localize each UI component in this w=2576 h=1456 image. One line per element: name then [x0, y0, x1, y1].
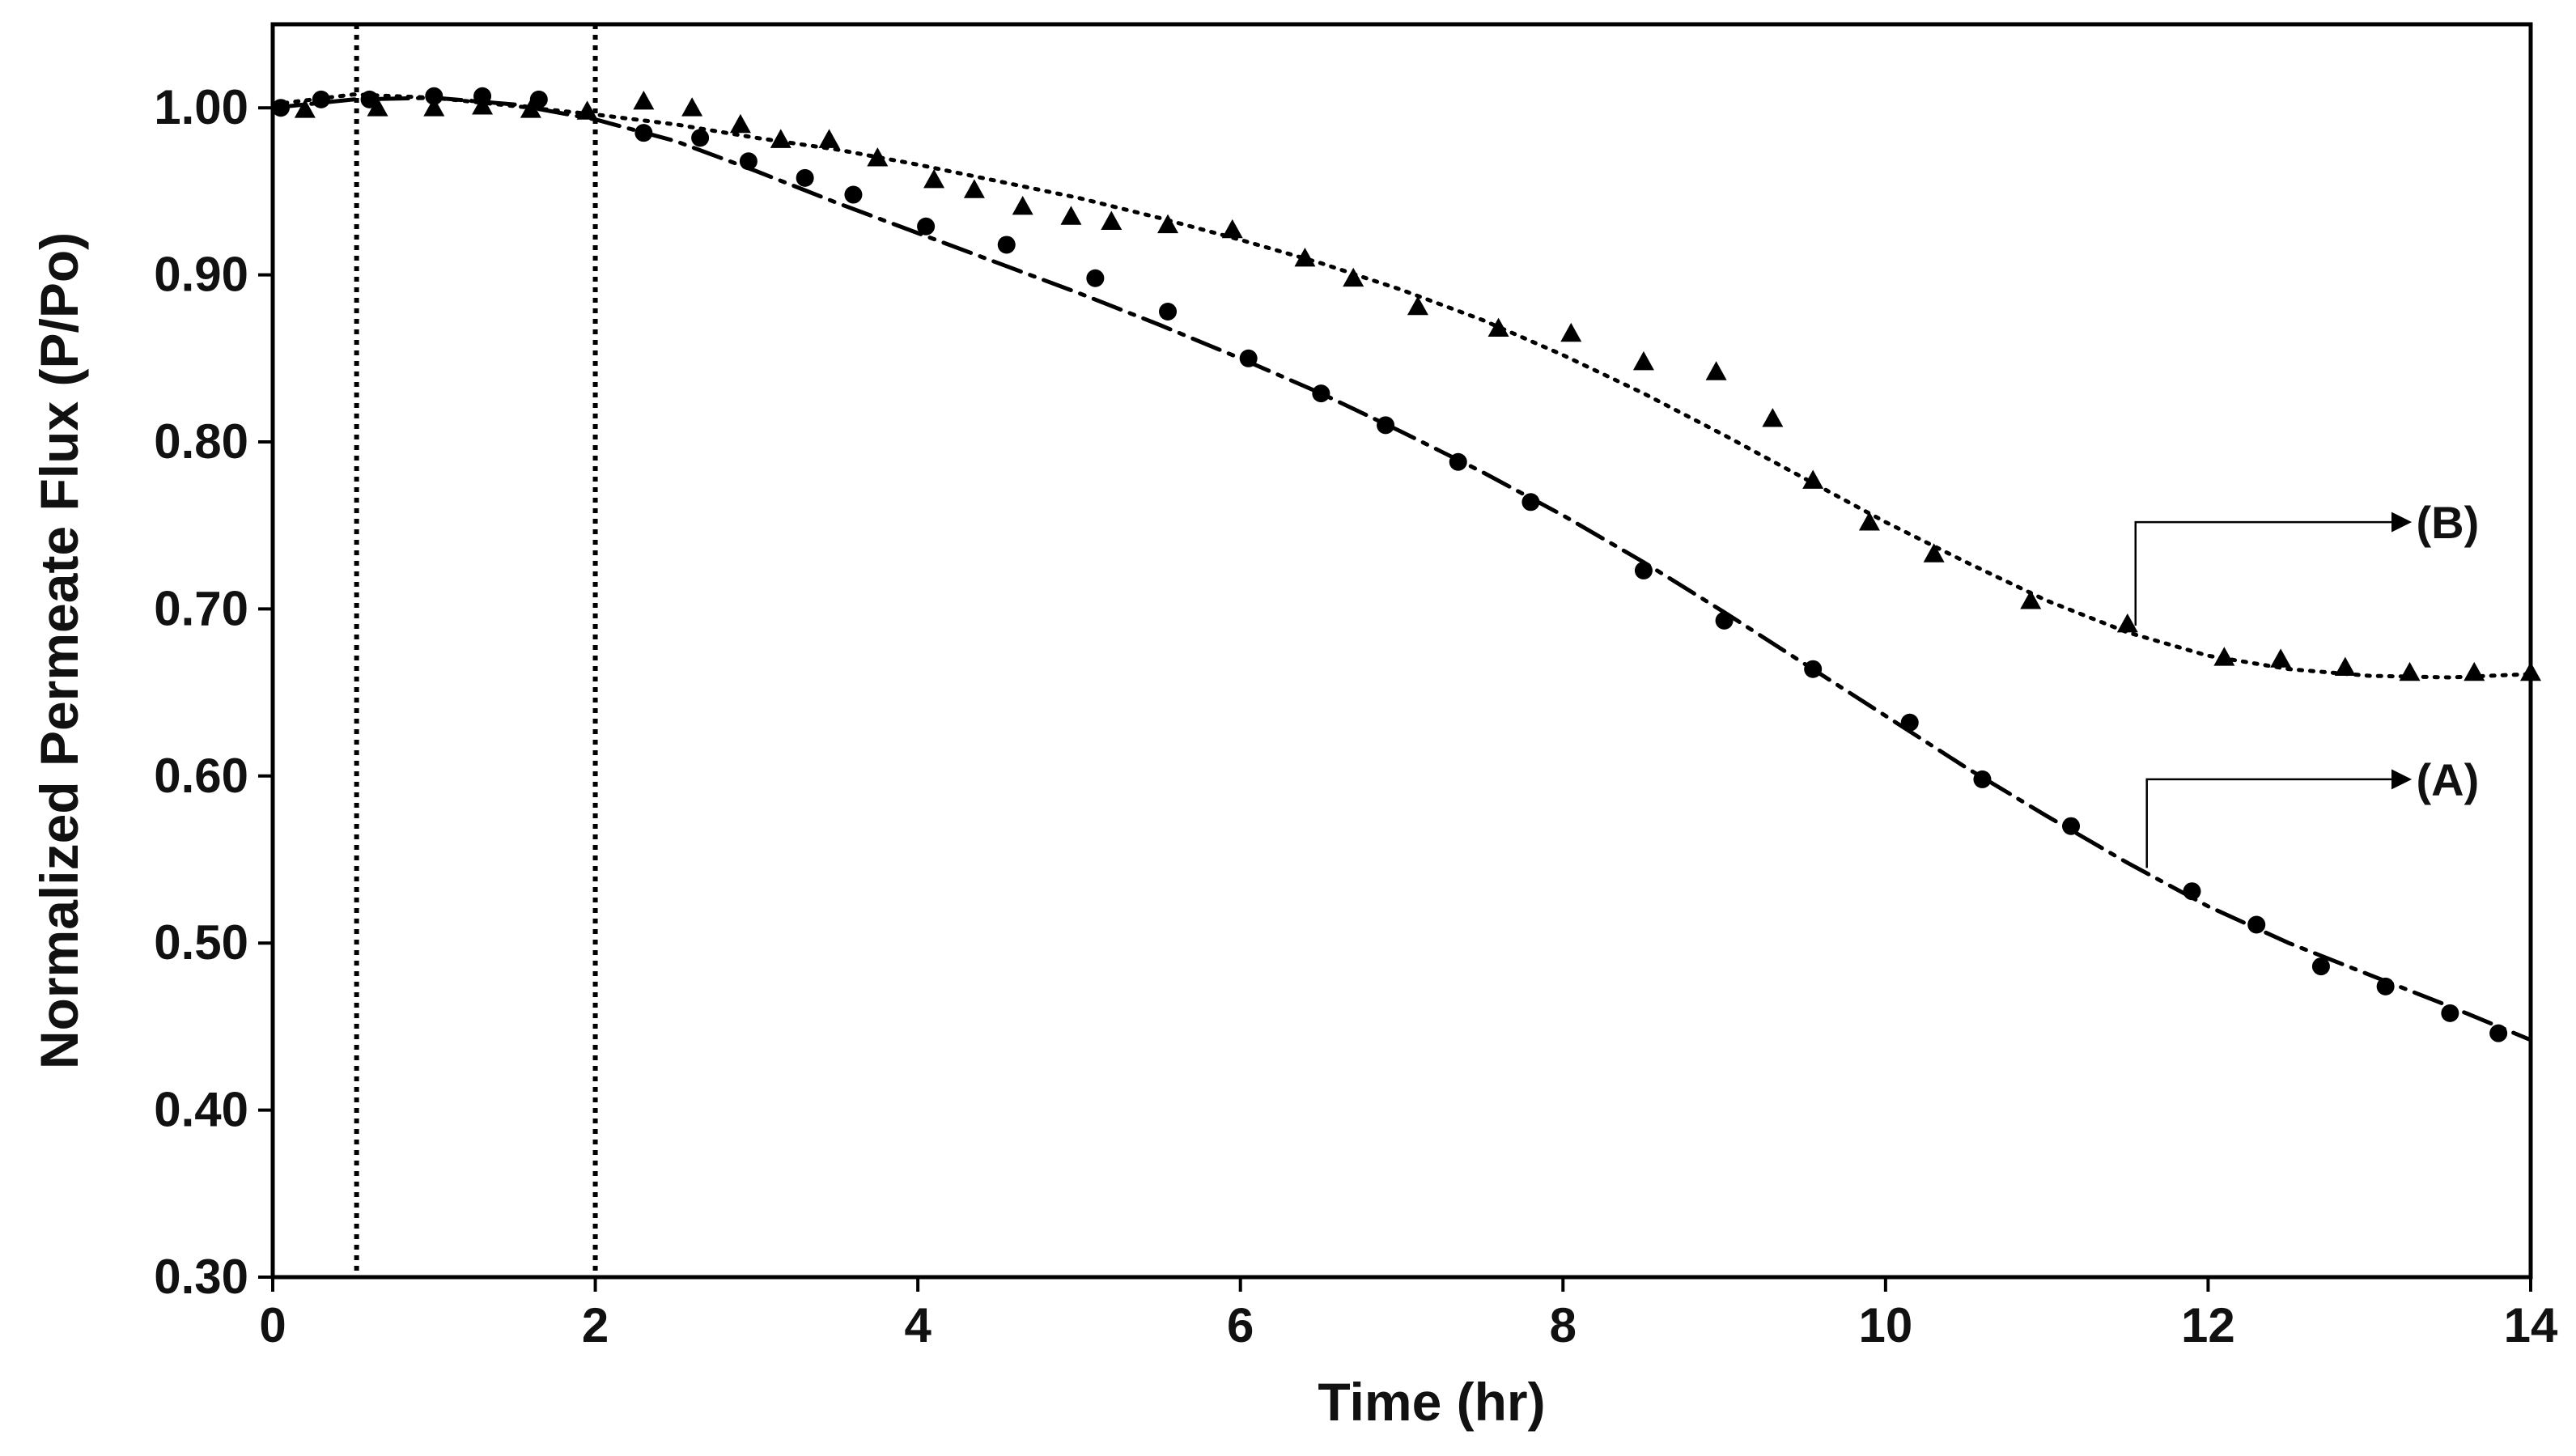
- data-point-a: [1521, 493, 1540, 512]
- data-point-b: [1858, 512, 1880, 531]
- data-point-a: [2441, 1004, 2459, 1022]
- fit-curve-b: [270, 92, 2533, 680]
- data-point-a: [2376, 977, 2395, 995]
- data-point-a: [739, 152, 758, 171]
- data-point-b: [1705, 361, 1727, 380]
- y-tick-label: 0.40: [154, 1083, 248, 1137]
- data-point-a: [997, 236, 1016, 254]
- data-point-a: [1086, 269, 1105, 287]
- data-point-b: [818, 129, 840, 148]
- x-tick-label: 4: [904, 1298, 932, 1352]
- data-point-a: [634, 124, 653, 142]
- x-axis: 0 2 4 6 8 10 12 14: [259, 1277, 2558, 1352]
- data-points: [271, 87, 2541, 1042]
- data-point-b: [2020, 590, 2042, 609]
- x-axis-title: Time (hr): [1318, 1372, 1545, 1432]
- data-point-b: [576, 100, 598, 120]
- plot-frame: [270, 22, 2533, 1280]
- y-axis-title: Normalized Permeate Flux (P/Po): [29, 232, 89, 1069]
- data-point-b: [472, 96, 494, 115]
- data-point-a: [1159, 303, 1178, 321]
- data-point-b: [294, 99, 316, 118]
- data-point-a: [1377, 416, 1395, 435]
- data-point-b: [867, 147, 889, 167]
- data-point-b: [1221, 219, 1243, 239]
- data-point-b: [367, 97, 388, 117]
- y-tick-label: 0.60: [154, 749, 248, 803]
- annotation-label: (A): [2417, 754, 2480, 805]
- data-point-b: [2116, 613, 2138, 633]
- data-point-b: [1632, 350, 1654, 371]
- x-tick-label: 12: [2181, 1298, 2235, 1352]
- data-point-a: [2489, 1024, 2508, 1042]
- data-point-a: [1973, 770, 1992, 788]
- reference-lines: [354, 24, 598, 1277]
- data-point-a: [796, 168, 814, 187]
- data-point-a: [2183, 882, 2201, 901]
- data-point-b: [729, 113, 751, 134]
- data-point-b: [1802, 469, 1824, 489]
- data-point-b: [2334, 656, 2356, 677]
- data-point-a: [1804, 660, 1823, 678]
- annotation-leader: [2134, 512, 2413, 626]
- annotations: (B) (A): [2134, 497, 2480, 868]
- y-tick-label: 0.90: [154, 248, 248, 302]
- data-point-b: [1923, 543, 1945, 562]
- data-point-b: [2399, 661, 2421, 681]
- data-point-a: [1449, 452, 1467, 471]
- data-point-a: [2247, 915, 2266, 934]
- annotation-label: (B): [2417, 497, 2480, 548]
- data-point-a: [271, 99, 290, 117]
- data-point-b: [1294, 247, 1316, 267]
- data-point-b: [1560, 322, 1582, 342]
- data-point-b: [1012, 195, 1033, 215]
- x-tick-label: 0: [259, 1298, 286, 1352]
- y-axis: 0.30 0.40 0.50 0.60 0.70 0.80 0.90 1.00: [154, 80, 273, 1304]
- data-point-a: [1312, 384, 1330, 403]
- data-point-a: [691, 129, 710, 147]
- y-tick-label: 0.80: [154, 414, 248, 469]
- data-point-b: [2520, 661, 2541, 681]
- x-tick-label: 14: [2504, 1298, 2558, 1352]
- y-tick-label: 0.30: [154, 1250, 248, 1304]
- data-point-b: [520, 99, 541, 118]
- data-point-b: [1060, 206, 1082, 225]
- data-point-a: [2311, 957, 2330, 976]
- data-point-b: [963, 179, 985, 198]
- data-point-b: [1343, 267, 1364, 287]
- data-point-a: [1715, 611, 1734, 630]
- data-point-a: [844, 185, 863, 204]
- annotation-leader: [2145, 769, 2413, 868]
- data-point-b: [681, 97, 703, 117]
- data-point-a: [917, 217, 936, 236]
- data-point-b: [770, 129, 791, 148]
- x-tick-label: 6: [1227, 1298, 1254, 1352]
- data-point-a: [1634, 561, 1653, 579]
- data-point-b: [1762, 408, 1784, 427]
- data-point-a: [312, 90, 330, 108]
- data-point-b: [1407, 295, 1428, 316]
- x-tick-label: 8: [1550, 1298, 1577, 1352]
- data-point-a: [2062, 817, 2081, 835]
- data-point-a: [1900, 713, 1919, 732]
- y-tick-label: 1.00: [154, 80, 248, 134]
- data-point-b: [2464, 661, 2485, 681]
- data-point-b: [423, 97, 445, 117]
- y-tick-label: 0.50: [154, 915, 248, 970]
- x-tick-label: 2: [582, 1298, 609, 1352]
- data-point-a: [1239, 349, 1258, 367]
- data-point-b: [2213, 647, 2235, 666]
- data-point-a: [425, 87, 443, 105]
- y-tick-label: 0.70: [154, 581, 248, 635]
- data-point-b: [633, 90, 655, 110]
- data-point-b: [1487, 317, 1509, 337]
- data-point-b: [923, 168, 945, 189]
- data-point-b: [1157, 214, 1179, 234]
- data-point-b: [1101, 210, 1122, 230]
- data-point-b: [2270, 648, 2292, 668]
- data-point-a: [529, 90, 548, 108]
- x-tick-label: 10: [1858, 1298, 1912, 1352]
